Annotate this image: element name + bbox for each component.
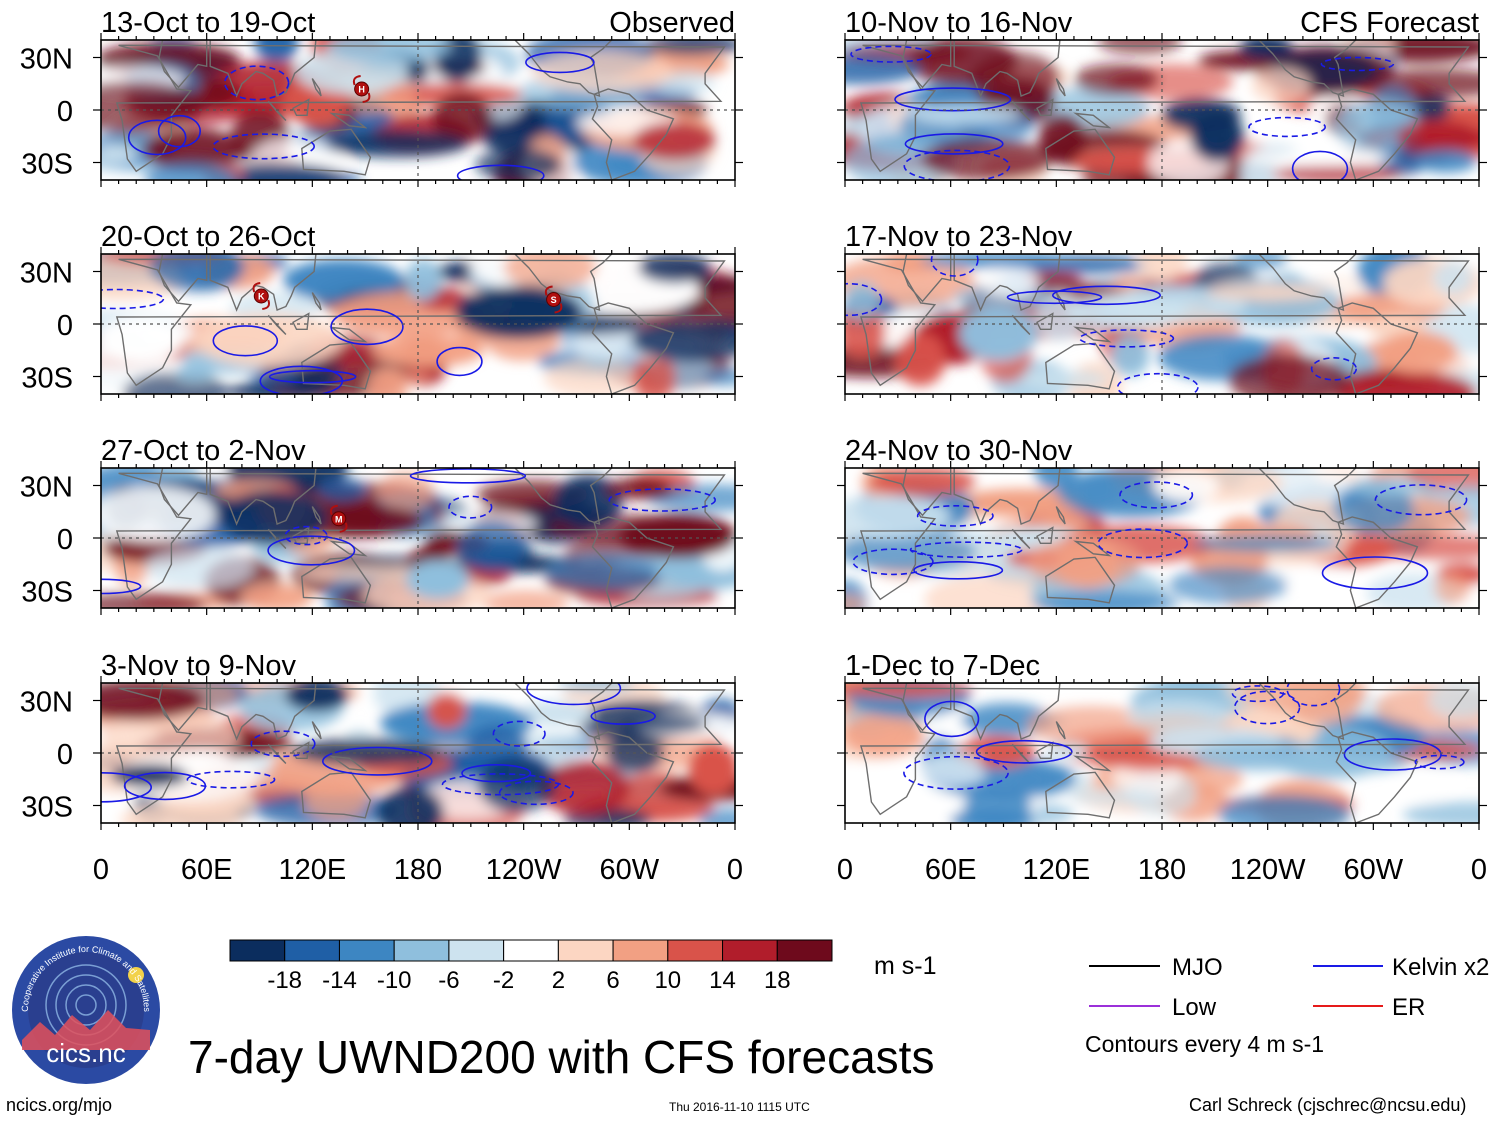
- forecast-panel-title: 10-Nov to 16-Nov: [845, 7, 1073, 39]
- cics-logo-icon: cics.nc Cooperative Institute for Climat…: [12, 936, 160, 1084]
- storm-letter: H: [358, 85, 365, 95]
- logo-name: cics.nc: [46, 1038, 125, 1068]
- colorbar-tick-label: -10: [377, 967, 412, 994]
- observed-panel-title: 3-Nov to 9-Nov: [101, 650, 297, 682]
- colorbar-swatch: [503, 939, 559, 962]
- forecast-panel-title: 1-Dec to 7-Dec: [845, 650, 1040, 682]
- tropical-storm-icon: K: [252, 282, 271, 310]
- lon-axis-labels-right: 0 60E 120E 180 120W 60W 0: [837, 854, 1487, 886]
- lon-axis-labels-left: 0 60E 120E 180 120W 60W 0: [93, 854, 743, 886]
- lon-label: 120E: [278, 854, 346, 886]
- colorbar-swatch: [557, 939, 614, 962]
- footer-author: Carl Schreck (cjschrec@ncsu.edu): [1189, 1095, 1467, 1115]
- legend-label-kelvin: Kelvin x2: [1392, 954, 1489, 981]
- lon-label: 0: [1471, 854, 1487, 886]
- forecast-panel-1: [837, 33, 1487, 187]
- forecast-panel-2: [837, 247, 1487, 401]
- lat-label: 30N: [20, 258, 73, 290]
- storm-letter: K: [258, 292, 265, 302]
- observed-panel-title: 27-Oct to 2-Nov: [101, 435, 306, 467]
- forecast-panel-title: 24-Nov to 30-Nov: [845, 435, 1073, 467]
- tropical-storm-icon: M: [330, 504, 348, 533]
- legend: MJO Kelvin x2 Low ER Contours every 4 m …: [1085, 954, 1489, 1057]
- lon-label: 60E: [925, 854, 977, 886]
- colorbar-tick-label: 18: [764, 967, 791, 994]
- lat-label: 30S: [21, 577, 73, 609]
- forecast-panel-title: 17-Nov to 23-Nov: [845, 221, 1073, 253]
- lat-label: 0: [57, 310, 73, 342]
- lat-label: 0: [57, 524, 73, 556]
- colorbar-swatch: [448, 939, 505, 962]
- colorbar-tick-label: 10: [654, 967, 681, 994]
- map-panels: 13-Oct to 19-Oct Observed 30N 0 30S H 20-Oct t…: [20, 7, 1487, 830]
- lon-label: 120W: [486, 854, 562, 886]
- colorbar-swatch: [722, 939, 778, 962]
- lon-label: 120E: [1022, 854, 1090, 886]
- colorbar-tick-label: -2: [493, 967, 514, 994]
- tropical-storm-icon: H: [352, 75, 371, 103]
- observed-panel-title: 13-Oct to 19-Oct: [101, 7, 315, 39]
- colorbar-tick-label: -14: [322, 967, 357, 994]
- lon-label: 0: [93, 854, 109, 886]
- tropical-storm-icon: S: [544, 285, 563, 314]
- colorbar-swatch: [284, 939, 340, 962]
- colorbar-tick-label: 6: [606, 967, 619, 994]
- colorbar-units: m s-1: [874, 952, 937, 980]
- colorbar-tick-label: 14: [709, 967, 736, 994]
- storm-letter: S: [551, 295, 557, 305]
- footer-timestamp: Thu 2016-11-10 1115 UTC: [669, 1100, 810, 1114]
- observed-panel-title: 20-Oct to 26-Oct: [101, 221, 315, 253]
- colorbar: -18 -14 -10 -6 -2 2 6 10 14 18: [229, 939, 833, 994]
- lon-label: 0: [837, 854, 853, 886]
- colorbar-tick-label: -6: [438, 967, 459, 994]
- forecast-panel-3: [837, 461, 1487, 615]
- lat-label: 30N: [20, 472, 73, 504]
- legend-contour-note: Contours every 4 m s-1: [1085, 1031, 1324, 1057]
- colorbar-swatch: [776, 939, 833, 962]
- figure-title: 7-day UWND200 with CFS forecasts: [188, 1031, 934, 1083]
- forecast-column-label: CFS Forecast: [1300, 7, 1479, 39]
- forecast-panel-4: [837, 676, 1487, 830]
- observed-panel-3: [93, 461, 743, 615]
- legend-label-low: Low: [1172, 994, 1217, 1021]
- lon-label: 60W: [1344, 854, 1404, 886]
- lat-label: 30S: [21, 363, 73, 395]
- observed-panel-1: [93, 33, 743, 187]
- footer-left[interactable]: ncics.org/mjo: [6, 1095, 113, 1115]
- colorbar-swatch: [338, 939, 395, 962]
- lon-label: 180: [394, 854, 442, 886]
- lon-label: 0: [727, 854, 743, 886]
- colorbar-swatch: [612, 939, 669, 962]
- observed-panel-2: [93, 247, 743, 401]
- lon-label: 60E: [181, 854, 233, 886]
- colorbar-swatch: [667, 939, 724, 962]
- lat-label: 30S: [21, 149, 73, 181]
- observed-panel-4: [93, 676, 743, 830]
- lat-label: 30N: [20, 44, 73, 76]
- lon-label: 120W: [1230, 854, 1306, 886]
- observed-column-label: Observed: [609, 7, 735, 39]
- lon-label: 180: [1138, 854, 1186, 886]
- lat-label: 0: [57, 96, 73, 128]
- colorbar-swatch: [229, 939, 286, 962]
- colorbar-tick-label: -18: [267, 967, 302, 994]
- lon-label: 60W: [600, 854, 660, 886]
- lat-label: 30N: [20, 687, 73, 719]
- storm-letter: M: [335, 514, 343, 524]
- colorbar-tick-label: 2: [552, 967, 565, 994]
- lat-label: 30S: [21, 792, 73, 824]
- colorbar-swatch: [393, 939, 450, 962]
- lat-label: 0: [57, 739, 73, 771]
- legend-label-er: ER: [1392, 994, 1425, 1021]
- legend-label-mjo: MJO: [1172, 954, 1223, 981]
